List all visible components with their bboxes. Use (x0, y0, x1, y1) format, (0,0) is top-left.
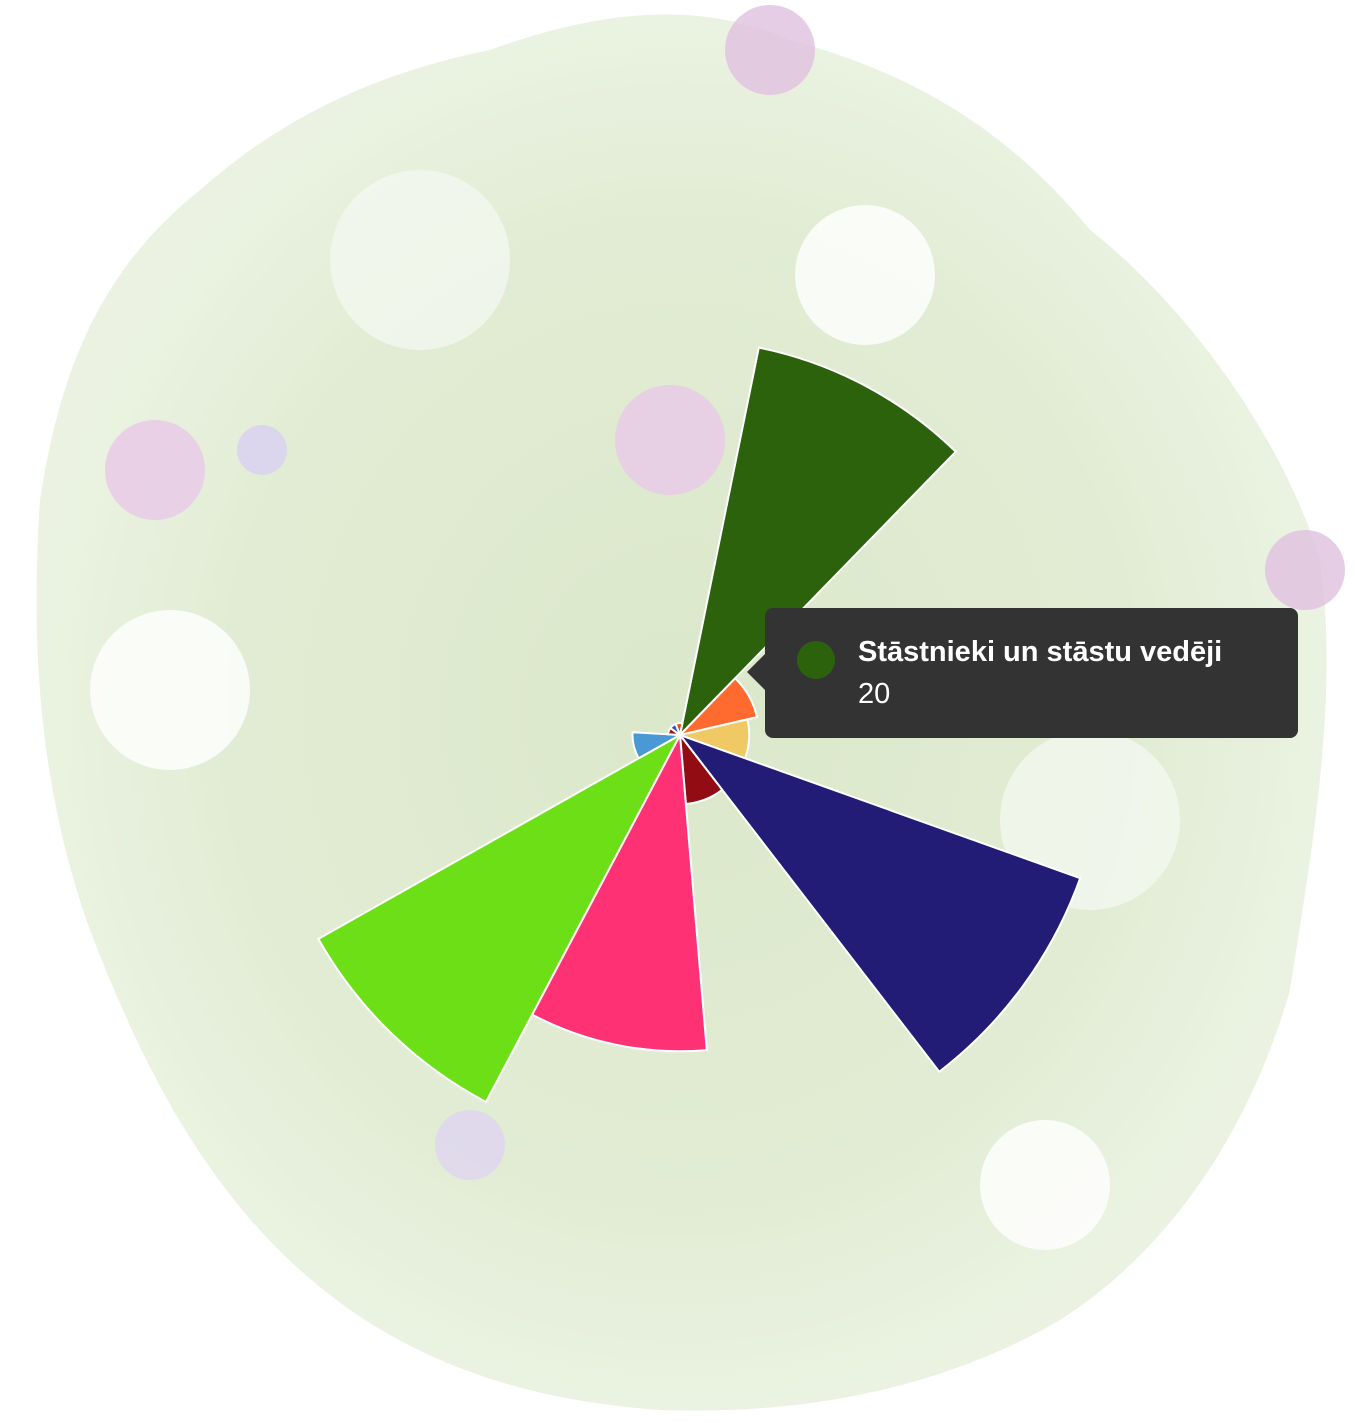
polar-segment[interactable] (674, 722, 684, 739)
wreath-flower (90, 610, 250, 770)
wreath-flower (105, 420, 205, 520)
chart-tooltip: Stāstnieki un stāstu vedēji 20 (747, 608, 1298, 738)
wreath-flower (237, 425, 287, 475)
polar-segment[interactable] (677, 732, 1082, 1074)
wreath-flower (980, 1120, 1110, 1250)
polar-segment[interactable] (317, 732, 683, 1104)
wreath-flower (330, 170, 510, 350)
wreath-flower (725, 5, 815, 95)
polar-segment[interactable] (678, 346, 958, 739)
tooltip-color-swatch (797, 641, 835, 679)
polar-segment[interactable] (631, 731, 684, 760)
wreath-flower (795, 205, 935, 345)
polar-segments (317, 346, 1082, 1104)
wreath-foliage (36, 14, 1327, 1411)
tooltip-value: 20 (858, 678, 891, 710)
wreath-flower (1265, 530, 1345, 610)
tooltip-pointer (747, 654, 765, 690)
botanical-wreath-background (36, 5, 1345, 1411)
wreath-flower (615, 385, 725, 495)
polar-segment[interactable] (530, 731, 708, 1053)
tooltip-label: Stāstnieki un stāstu vedēji (858, 636, 1223, 668)
wreath-flower (435, 1110, 505, 1180)
